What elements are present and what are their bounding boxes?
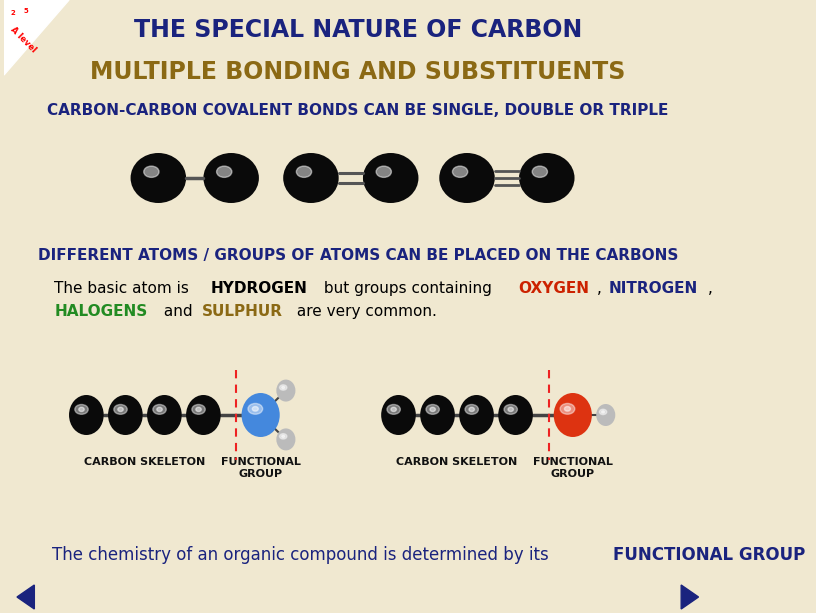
Ellipse shape: [532, 166, 548, 177]
Text: 2: 2: [11, 10, 16, 16]
Ellipse shape: [387, 405, 401, 414]
Ellipse shape: [203, 153, 259, 203]
Text: but groups containing: but groups containing: [319, 281, 497, 296]
Ellipse shape: [131, 153, 186, 203]
Ellipse shape: [376, 166, 392, 177]
Circle shape: [108, 395, 143, 435]
Circle shape: [242, 393, 280, 437]
Ellipse shape: [560, 403, 574, 414]
Text: THE SPECIAL NATURE OF CARBON: THE SPECIAL NATURE OF CARBON: [134, 18, 582, 42]
Ellipse shape: [430, 407, 436, 411]
Ellipse shape: [600, 409, 607, 414]
Text: OXYGEN: OXYGEN: [518, 281, 589, 296]
Text: HYDROGEN: HYDROGEN: [211, 281, 308, 296]
Ellipse shape: [426, 405, 439, 414]
Text: The basic atom is: The basic atom is: [55, 281, 194, 296]
Ellipse shape: [153, 405, 166, 414]
Text: SULPHUR: SULPHUR: [202, 304, 282, 319]
Polygon shape: [17, 585, 34, 609]
Ellipse shape: [282, 386, 285, 389]
Circle shape: [277, 379, 295, 402]
Text: CARBON-CARBON COVALENT BONDS CAN BE SINGLE, DOUBLE OR TRIPLE: CARBON-CARBON COVALENT BONDS CAN BE SING…: [47, 102, 668, 118]
Circle shape: [186, 395, 221, 435]
Ellipse shape: [465, 405, 478, 414]
Text: and: and: [158, 304, 197, 319]
Ellipse shape: [216, 166, 232, 177]
Ellipse shape: [280, 433, 287, 439]
Ellipse shape: [144, 166, 159, 177]
Ellipse shape: [79, 407, 84, 411]
Text: NITROGEN: NITROGEN: [608, 281, 698, 296]
Circle shape: [459, 395, 494, 435]
Ellipse shape: [114, 405, 127, 414]
Circle shape: [147, 395, 182, 435]
Ellipse shape: [118, 407, 123, 411]
Ellipse shape: [192, 405, 206, 414]
Circle shape: [554, 393, 592, 437]
Ellipse shape: [391, 407, 397, 411]
Ellipse shape: [296, 166, 312, 177]
Ellipse shape: [280, 385, 287, 390]
Text: 5: 5: [23, 8, 28, 14]
Ellipse shape: [519, 153, 574, 203]
Circle shape: [69, 395, 104, 435]
Circle shape: [420, 395, 455, 435]
Text: A level: A level: [8, 25, 38, 55]
Text: CARBON SKELETON: CARBON SKELETON: [84, 457, 206, 467]
Text: DIFFERENT ATOMS / GROUPS OF ATOMS CAN BE PLACED ON THE CARBONS: DIFFERENT ATOMS / GROUPS OF ATOMS CAN BE…: [38, 248, 678, 262]
Ellipse shape: [75, 405, 88, 414]
Circle shape: [596, 404, 615, 426]
Text: FUNCTIONAL
GROUP: FUNCTIONAL GROUP: [220, 457, 300, 479]
Ellipse shape: [248, 403, 263, 414]
Text: ,: ,: [597, 281, 607, 296]
Text: MULTIPLE BONDING AND SUBSTITUENTS: MULTIPLE BONDING AND SUBSTITUENTS: [90, 60, 625, 84]
Text: HALOGENS: HALOGENS: [55, 304, 148, 319]
Polygon shape: [4, 0, 69, 75]
Ellipse shape: [601, 411, 605, 413]
Ellipse shape: [282, 435, 285, 438]
Ellipse shape: [363, 153, 419, 203]
Text: The chemistry of an organic compound is determined by its: The chemistry of an organic compound is …: [51, 546, 554, 564]
Ellipse shape: [469, 407, 474, 411]
Text: ,: ,: [708, 281, 713, 296]
Ellipse shape: [565, 406, 570, 411]
Text: are very common.: are very common.: [292, 304, 437, 319]
Polygon shape: [681, 585, 698, 609]
Text: FUNCTIONAL
GROUP: FUNCTIONAL GROUP: [533, 457, 613, 479]
Ellipse shape: [508, 407, 513, 411]
Circle shape: [277, 428, 295, 451]
Ellipse shape: [157, 407, 162, 411]
Ellipse shape: [196, 407, 202, 411]
Ellipse shape: [452, 166, 468, 177]
Text: FUNCTIONAL GROUP: FUNCTIONAL GROUP: [614, 546, 805, 564]
Text: CARBON SKELETON: CARBON SKELETON: [397, 457, 517, 467]
Ellipse shape: [252, 406, 259, 411]
Ellipse shape: [283, 153, 339, 203]
Circle shape: [499, 395, 533, 435]
Ellipse shape: [504, 405, 517, 414]
Circle shape: [381, 395, 416, 435]
Ellipse shape: [439, 153, 494, 203]
